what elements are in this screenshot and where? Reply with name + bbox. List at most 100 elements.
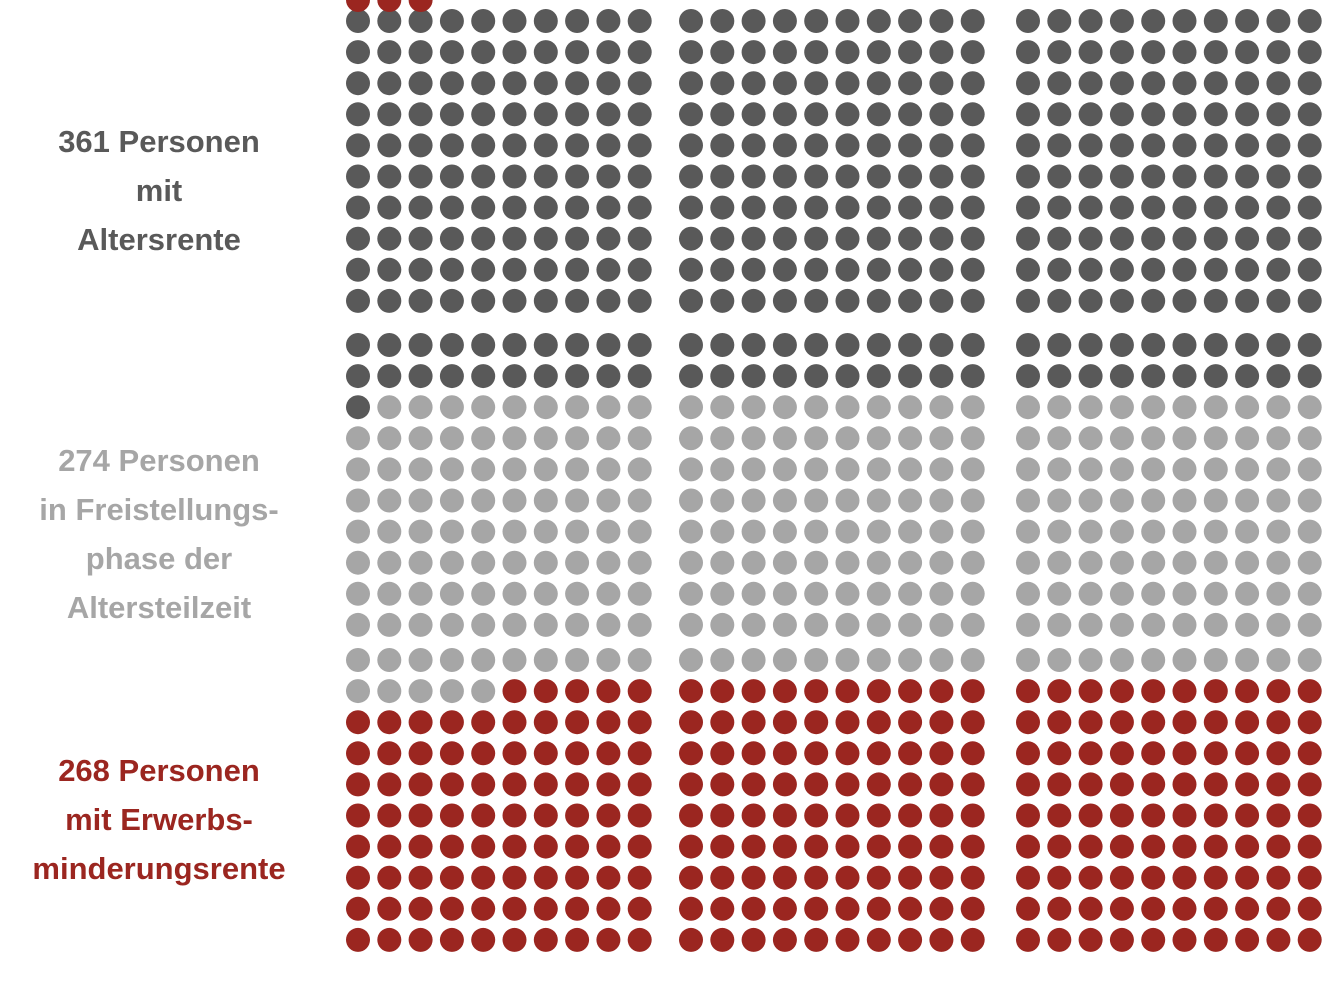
dot-erwerbsminderungsrente	[772, 710, 797, 735]
dot-altersteilzeit	[866, 488, 891, 513]
dot-erwerbsminderungsrente	[1078, 803, 1103, 828]
dot-altersrente	[1203, 102, 1228, 127]
dot-altersteilzeit	[346, 550, 370, 575]
dot-altersteilzeit	[565, 648, 590, 672]
dot-altersteilzeit	[835, 426, 860, 451]
dot-altersrente	[439, 333, 464, 357]
dot-altersteilzeit	[408, 679, 433, 704]
dot-altersteilzeit	[898, 550, 923, 575]
dot-erwerbsminderungsrente	[1297, 772, 1322, 797]
dot-altersrente	[898, 288, 923, 313]
dot-erwerbsminderungsrente	[533, 741, 558, 766]
dot-altersteilzeit	[898, 426, 923, 451]
dot-altersteilzeit	[596, 426, 621, 451]
dot-erwerbsminderungsrente	[1109, 896, 1134, 921]
dot-altersteilzeit	[710, 612, 735, 637]
dot-altersrente	[710, 133, 735, 158]
dot-altersteilzeit	[502, 395, 527, 420]
dot-altersrente	[1141, 102, 1166, 127]
dot-erwerbsminderungsrente	[533, 679, 558, 704]
dot-altersrente	[1078, 9, 1103, 33]
dot-erwerbsminderungsrente	[1016, 710, 1040, 735]
dot-altersrente	[1266, 71, 1291, 96]
dot-altersrente	[1172, 226, 1197, 251]
dot-altersrente	[408, 9, 433, 33]
dot-altersrente	[1078, 364, 1103, 389]
dot-erwerbsminderungsrente	[1297, 679, 1322, 704]
dot-altersteilzeit	[565, 395, 590, 420]
dot-altersrente	[1078, 164, 1103, 189]
dot-erwerbsminderungsrente	[1109, 741, 1134, 766]
dot-altersrente	[565, 164, 590, 189]
dot-erwerbsminderungsrente	[679, 710, 703, 735]
dot-erwerbsminderungsrente	[898, 803, 923, 828]
dot-altersrente	[679, 9, 703, 33]
dot-altersteilzeit	[1235, 648, 1260, 672]
dot-altersteilzeit	[408, 488, 433, 513]
dot-erwerbsminderungsrente	[565, 803, 590, 828]
dot-altersrente	[804, 71, 829, 96]
dot-altersrente	[804, 288, 829, 313]
dot-altersteilzeit	[1203, 612, 1228, 637]
dot-altersrente	[346, 102, 370, 127]
dot-altersrente	[408, 257, 433, 282]
dot-altersteilzeit	[898, 648, 923, 672]
dot-erwerbsminderungsrente	[408, 710, 433, 735]
dot-erwerbsminderungsrente	[835, 803, 860, 828]
dot-altersrente	[804, 102, 829, 127]
dot-altersrente	[898, 164, 923, 189]
dot-erwerbsminderungsrente	[377, 741, 402, 766]
dot-altersrente	[710, 257, 735, 282]
dot-altersrente	[929, 257, 954, 282]
dot-altersteilzeit	[408, 395, 433, 420]
dot-altersrente	[1172, 133, 1197, 158]
dot-erwerbsminderungsrente	[1141, 741, 1166, 766]
dot-erwerbsminderungsrente	[1078, 834, 1103, 859]
dot-altersteilzeit	[866, 612, 891, 637]
dot-altersrente	[377, 364, 402, 389]
dot-altersrente	[929, 226, 954, 251]
dot-altersrente	[741, 71, 766, 96]
dot-altersrente	[772, 102, 797, 127]
dot-altersteilzeit	[627, 488, 652, 513]
dot-altersteilzeit	[1203, 395, 1228, 420]
dot-altersrente	[898, 364, 923, 389]
dot-altersteilzeit	[804, 519, 829, 544]
dot-erwerbsminderungsrente	[377, 865, 402, 890]
dot-altersrente	[1016, 195, 1040, 220]
dot-altersrente	[835, 226, 860, 251]
dot-erwerbsminderungsrente	[1047, 679, 1072, 704]
dot-altersteilzeit	[596, 395, 621, 420]
dot-erwerbsminderungsrente	[596, 710, 621, 735]
dot-erwerbsminderungsrente	[929, 803, 954, 828]
dot-altersteilzeit	[772, 550, 797, 575]
dot-altersrente	[741, 9, 766, 33]
dot-altersrente	[565, 226, 590, 251]
dot-altersrente	[377, 71, 402, 96]
dot-erwerbsminderungsrente	[471, 710, 496, 735]
dot-erwerbsminderungsrente	[377, 710, 402, 735]
dot-altersrente	[346, 195, 370, 220]
dot-altersrente	[679, 226, 703, 251]
dot-altersrente	[710, 195, 735, 220]
dot-erwerbsminderungsrente	[741, 772, 766, 797]
dot-erwerbsminderungsrente	[898, 679, 923, 704]
dot-altersteilzeit	[1109, 395, 1134, 420]
dot-altersrente	[1172, 288, 1197, 313]
legend-label-line: phase der	[85, 541, 233, 576]
dot-altersrente	[866, 164, 891, 189]
dot-altersteilzeit	[408, 612, 433, 637]
dot-altersteilzeit	[1078, 519, 1103, 544]
dot-altersrente	[804, 226, 829, 251]
dot-altersteilzeit	[1109, 488, 1134, 513]
dot-erwerbsminderungsrente	[1235, 834, 1260, 859]
dot-erwerbsminderungsrente	[679, 772, 703, 797]
dot-altersrente	[929, 102, 954, 127]
dot-altersrente	[1078, 40, 1103, 65]
dot-altersrente	[1172, 333, 1197, 357]
dot-altersteilzeit	[565, 550, 590, 575]
dot-altersrente	[1078, 226, 1103, 251]
dot-altersrente	[533, 288, 558, 313]
dot-erwerbsminderungsrente	[377, 0, 402, 12]
dot-altersrente	[1172, 195, 1197, 220]
